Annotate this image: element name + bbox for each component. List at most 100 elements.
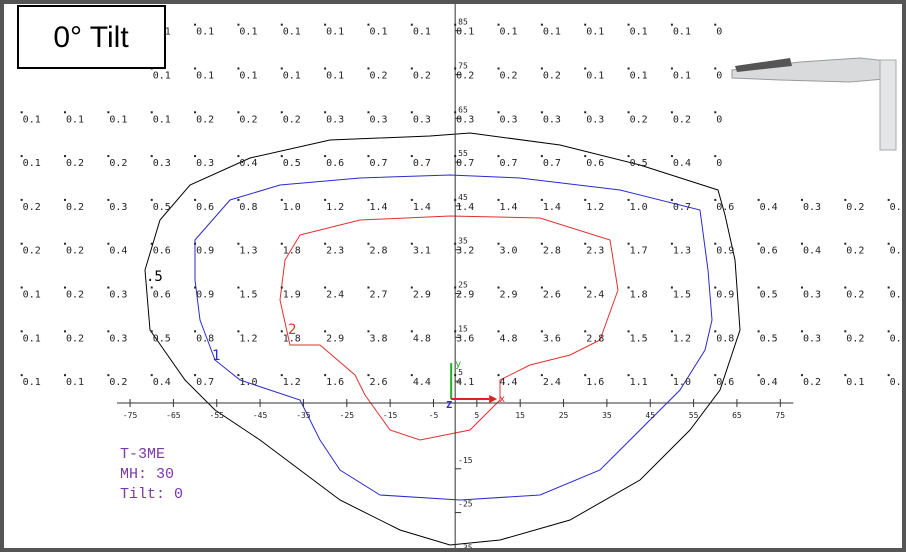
grid-value: 0.8 bbox=[239, 202, 257, 213]
grid-value: 0.2 bbox=[196, 114, 214, 125]
y-tick-label: -25 bbox=[458, 500, 473, 509]
grid-value: 2.9 bbox=[413, 290, 431, 301]
grid-point bbox=[584, 155, 587, 158]
grid-value: 1.7 bbox=[630, 246, 648, 257]
grid-value: 0.2 bbox=[846, 290, 864, 301]
grid-value: 0.1 bbox=[23, 114, 41, 125]
grid-point bbox=[410, 155, 413, 158]
grid-value: 0.4 bbox=[760, 377, 778, 388]
grid-point bbox=[194, 330, 197, 333]
grid-point bbox=[714, 67, 717, 70]
grid-point bbox=[540, 286, 543, 289]
grid-value: 1.8 bbox=[630, 290, 648, 301]
grid-point bbox=[584, 198, 587, 201]
title-box bbox=[17, 5, 166, 69]
grid-value: 0.1 bbox=[846, 377, 864, 388]
grid-point bbox=[237, 155, 240, 158]
info-note: Tilt: 0 bbox=[120, 486, 183, 503]
grid-point bbox=[800, 374, 803, 377]
grid-point bbox=[194, 198, 197, 201]
y-tick-label: 65 bbox=[458, 105, 468, 114]
y-tick-label: 5 bbox=[458, 368, 463, 377]
grid-value: 0.3 bbox=[153, 158, 171, 169]
grid-value: 0.9 bbox=[196, 246, 214, 257]
grid-value: 1.0 bbox=[283, 202, 301, 213]
grid-point bbox=[194, 111, 197, 114]
grid-value: 0.2 bbox=[23, 246, 41, 257]
grid-point bbox=[454, 198, 457, 201]
grid-point bbox=[410, 242, 413, 245]
grid-point bbox=[757, 198, 760, 201]
grid-point bbox=[714, 155, 717, 158]
grid-point bbox=[670, 67, 673, 70]
grid-value: 0.1 bbox=[890, 246, 906, 257]
grid-value: 0.1 bbox=[890, 290, 906, 301]
grid-point bbox=[410, 23, 413, 26]
grid-point bbox=[107, 374, 110, 377]
grid-point bbox=[20, 198, 23, 201]
grid-value: 0.7 bbox=[673, 202, 691, 213]
x-tick-label: -45 bbox=[253, 411, 268, 420]
grid-point bbox=[497, 155, 500, 158]
grid-value: 1.6 bbox=[326, 377, 344, 388]
grid-point bbox=[757, 242, 760, 245]
grid-point bbox=[237, 67, 240, 70]
grid-point bbox=[540, 198, 543, 201]
grid-value: 0.3 bbox=[500, 114, 518, 125]
grid-point bbox=[540, 67, 543, 70]
grid-value: 2.7 bbox=[369, 290, 387, 301]
grid-point bbox=[237, 330, 240, 333]
grid-point bbox=[150, 374, 153, 377]
grid-point bbox=[150, 330, 153, 333]
grid-value: 1.3 bbox=[673, 246, 691, 257]
grid-point bbox=[367, 242, 370, 245]
grid-value: 0.2 bbox=[239, 114, 257, 125]
grid-value: 0.7 bbox=[543, 158, 561, 169]
grid-point bbox=[194, 286, 197, 289]
grid-point bbox=[324, 286, 327, 289]
grid-value: 1.2 bbox=[239, 333, 257, 344]
grid-value: 0.3 bbox=[196, 158, 214, 169]
grid-value: 2.3 bbox=[326, 246, 344, 257]
x-tick-label: 55 bbox=[689, 411, 699, 420]
y-tick-label: 15 bbox=[458, 324, 468, 333]
grid-value: 4.1 bbox=[456, 377, 474, 388]
grid-point bbox=[497, 198, 500, 201]
grid-value: 0.1 bbox=[283, 27, 301, 38]
x-tick-label: -5 bbox=[429, 411, 439, 420]
grid-value: 1.3 bbox=[239, 246, 257, 257]
grid-value: 1.2 bbox=[673, 333, 691, 344]
grid-value: 2.4 bbox=[326, 290, 344, 301]
grid-value: 0.6 bbox=[153, 290, 171, 301]
grid-point bbox=[150, 155, 153, 158]
grid-point bbox=[280, 198, 283, 201]
grid-point bbox=[237, 242, 240, 245]
y-tick-label: 75 bbox=[458, 61, 468, 70]
grid-value: 0.7 bbox=[456, 158, 474, 169]
grid-point bbox=[64, 155, 67, 158]
grid-point bbox=[670, 330, 673, 333]
grid-value: 0.1 bbox=[239, 70, 257, 81]
contour-label: .5 bbox=[146, 269, 163, 285]
grid-value: 0.3 bbox=[326, 114, 344, 125]
grid-value: 0.9 bbox=[716, 246, 734, 257]
grid-value: 3.6 bbox=[543, 333, 561, 344]
grid-point bbox=[800, 242, 803, 245]
grid-point bbox=[454, 374, 457, 377]
grid-value: 4.8 bbox=[413, 333, 431, 344]
grid-point bbox=[20, 330, 23, 333]
grid-value: 0.3 bbox=[109, 333, 127, 344]
grid-value: 1.4 bbox=[543, 202, 561, 213]
grid-point bbox=[670, 374, 673, 377]
grid-value: 0.1 bbox=[326, 27, 344, 38]
grid-value: 0.1 bbox=[673, 27, 691, 38]
grid-value: 0.9 bbox=[196, 290, 214, 301]
grid-value: 0 bbox=[716, 70, 722, 81]
grid-point bbox=[367, 198, 370, 201]
grid-point bbox=[540, 111, 543, 114]
grid-value: 2.6 bbox=[543, 290, 561, 301]
grid-value: 0.3 bbox=[543, 114, 561, 125]
grid-point bbox=[194, 242, 197, 245]
grid-value: 0.2 bbox=[66, 246, 84, 257]
